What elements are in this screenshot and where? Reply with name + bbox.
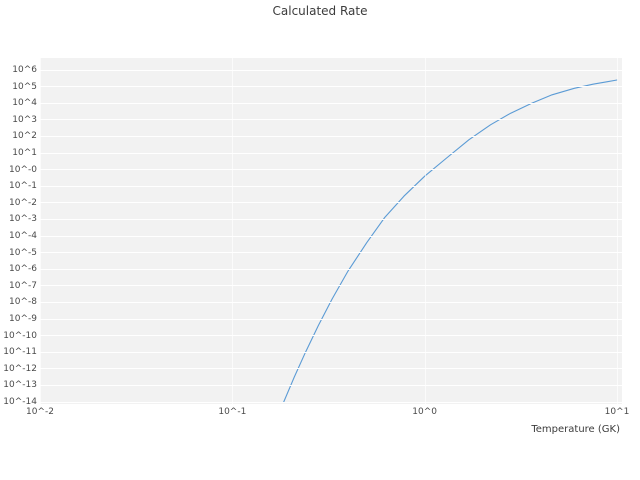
x-tick-label: 10^0 [412,407,438,417]
x-tick-label: 10^-2 [26,407,54,417]
h-gridline [40,268,622,270]
y-tick-label: 10^-8 [9,297,37,308]
x-axis-label: Temperature (GK) [531,424,620,435]
h-gridline [40,235,622,237]
h-gridline [40,102,622,104]
h-gridline [40,401,622,403]
y-tick-label: 10^3 [12,114,37,125]
h-gridline [40,69,622,71]
v-gridline [424,58,426,404]
h-gridline [40,86,622,88]
y-tick-label: 10^-2 [9,197,37,208]
series-line-calculated-rate [283,79,618,403]
plot-area [40,58,622,404]
h-gridline [40,368,622,370]
h-gridline [40,185,622,187]
h-gridline [40,318,622,320]
y-tick-label: 10^-11 [3,347,37,358]
y-tick-label: 10^-10 [3,330,37,341]
h-gridline [40,301,622,303]
h-gridline [40,119,622,121]
y-tick-label: 10^-4 [9,231,37,241]
v-gridline [40,58,41,404]
y-tick-label: 10^-14 [3,397,37,407]
chart-title: Calculated Rate [272,4,368,18]
h-gridline [40,152,622,154]
h-gridline [40,218,622,220]
x-tick-label: 10^-1 [218,407,247,417]
rate-curve [283,79,618,403]
h-gridline [40,351,622,353]
y-tick-label: 10^-6 [9,264,37,275]
y-tick-label: 10^5 [12,81,37,92]
y-tick-label: 10^-1 [9,181,37,192]
y-tick-label: 10^-0 [9,164,37,175]
x-tick-label: 10^1 [604,407,630,417]
y-tick-label: 10^-7 [9,280,37,291]
y-tick-label: 10^-5 [9,247,37,258]
y-tick-label: 10^-12 [3,363,37,374]
h-gridline [40,202,622,204]
v-gridline [232,58,234,404]
y-tick-label: 10^4 [12,98,37,109]
v-gridline [617,58,618,404]
h-gridline [40,169,622,171]
y-tick-label: 10^-3 [9,214,37,225]
h-gridline [40,135,622,137]
h-gridline [40,335,622,337]
y-tick-label: 10^-9 [9,314,37,324]
h-gridline [40,252,622,254]
y-tick-label: 10^1 [12,148,37,158]
h-gridline [40,285,622,287]
y-tick-label: 10^2 [12,131,37,142]
h-gridline [40,384,622,386]
y-tick-label: 10^-13 [3,380,37,391]
y-tick-label: 10^6 [12,65,37,75]
